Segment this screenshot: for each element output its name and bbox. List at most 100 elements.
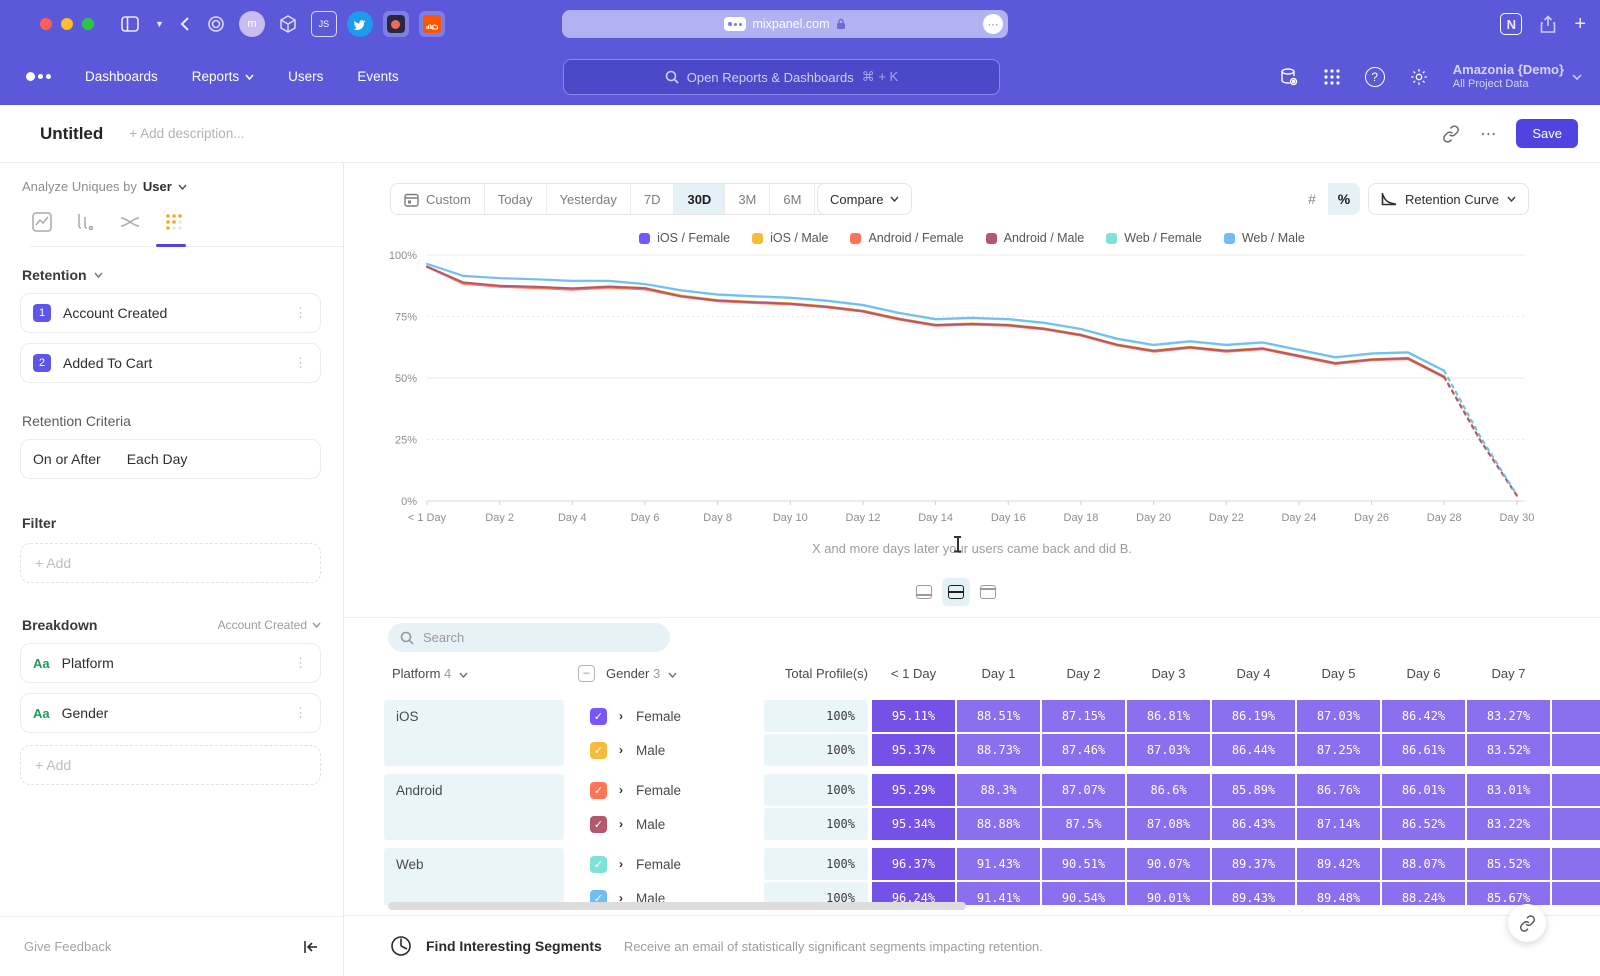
retention-cell[interactable]: 83.22% <box>1467 808 1550 840</box>
collapse-sidebar-icon[interactable] <box>303 940 319 954</box>
retention-curve-chart[interactable]: 0% 25% 50% 75% 100% < 1 Day Day 2 Day 4 Day 6 Day… <box>344 239 1600 539</box>
nav-users[interactable]: Users <box>288 69 324 84</box>
gender-cell[interactable]: ✓ › Female <box>590 848 681 880</box>
give-feedback-link[interactable]: Give Feedback <box>24 939 112 954</box>
platform-cell[interactable]: iOS <box>384 700 564 766</box>
retention-cell[interactable]: 90.54% <box>1042 882 1125 905</box>
sidebar-toggle-icon[interactable] <box>121 16 139 32</box>
compare-button[interactable]: Compare <box>817 183 913 215</box>
series-checkbox[interactable]: ✓ <box>590 855 607 873</box>
retention-cell[interactable]: 86.43% <box>1212 808 1295 840</box>
retention-cell[interactable]: 91.41% <box>957 882 1040 905</box>
gender-cell[interactable]: ✓ › Female <box>590 700 681 732</box>
tab-favicon-soundcloud[interactable] <box>418 11 445 37</box>
range-7d[interactable]: 7D <box>630 184 675 214</box>
day-column-header[interactable]: < 1 Day <box>890 666 937 681</box>
retention-cell[interactable]: 86.01% <box>1382 774 1465 806</box>
retention-criteria[interactable]: On or After Each Day <box>20 439 321 479</box>
series-checkbox[interactable]: ✓ <box>590 815 607 833</box>
nav-events[interactable]: Events <box>357 69 399 84</box>
day-column-header[interactable]: Day 1 <box>981 666 1016 681</box>
retention-cell[interactable]: 90.51% <box>1042 848 1125 880</box>
copy-link-icon[interactable] <box>1442 124 1460 143</box>
share-icon[interactable] <box>1540 14 1556 34</box>
retention-cell[interactable]: 88.88% <box>957 808 1040 840</box>
tab-favicon-m[interactable]: m <box>238 11 265 37</box>
breakdown-options-icon[interactable]: ⋮ <box>294 705 308 720</box>
retention-cell[interactable]: 87.25% <box>1297 734 1380 766</box>
retention-cell[interactable]: 87.46% <box>1042 734 1125 766</box>
legend-item[interactable]: Android / Male <box>985 231 1084 245</box>
breakdown-property-name[interactable]: Platform <box>61 655 114 671</box>
series-checkbox[interactable]: ✓ <box>590 741 607 759</box>
percent-toggle[interactable]: % <box>1328 183 1360 215</box>
criteria-each-day[interactable]: Each Day <box>126 451 188 467</box>
retention-cell[interactable]: 87.15% <box>1042 700 1125 732</box>
gender-cell[interactable]: ✓ › Male <box>590 882 665 905</box>
tab-favicon-cube[interactable] <box>275 11 301 37</box>
retention-cell[interactable]: 88.73% <box>957 734 1040 766</box>
retention-cell[interactable]: 86.81% <box>1127 700 1210 732</box>
retention-cell[interactable]: 96.24% <box>872 882 955 905</box>
legend-item[interactable]: Web / Male <box>1223 231 1305 245</box>
series-checkbox[interactable]: ✓ <box>590 781 607 799</box>
retention-step-1[interactable]: 1 Account Created ⋮ <box>20 293 321 333</box>
retention-step-2[interactable]: 2 Added To Cart ⋮ <box>20 343 321 383</box>
step-event-name[interactable]: Added To Cart <box>63 355 153 371</box>
retention-cell[interactable]: 87.03% <box>1127 734 1210 766</box>
series-checkbox[interactable]: ✓ <box>590 707 607 725</box>
close-window-button[interactable] <box>40 18 52 30</box>
global-search[interactable]: Open Reports & Dashboards ⌘ + K <box>563 59 1000 95</box>
expand-chevron-icon[interactable]: › <box>619 891 623 905</box>
breakdown-gender[interactable]: Aa Gender ⋮ <box>20 693 321 733</box>
range-custom[interactable]: Custom <box>391 184 485 214</box>
retention-cell[interactable]: 87.03% <box>1297 700 1380 732</box>
retention-cell[interactable]: 86.61% <box>1382 734 1465 766</box>
day-column-header[interactable]: Day 6 <box>1406 666 1441 681</box>
step-event-name[interactable]: Account Created <box>63 305 168 321</box>
tab-funnels[interactable] <box>74 210 98 234</box>
retention-cell[interactable]: 89.43% <box>1212 882 1295 905</box>
retention-cell[interactable]: 95.29% <box>872 774 955 806</box>
tab-favicon-app[interactable] <box>382 11 409 37</box>
tab-favicon-bird[interactable] <box>346 11 373 37</box>
retention-cell[interactable]: 91.43% <box>957 848 1040 880</box>
zoom-window-button[interactable] <box>82 18 94 30</box>
retention-cell[interactable]: 86.19% <box>1212 700 1295 732</box>
analyze-value[interactable]: User <box>142 179 172 194</box>
retention-cell[interactable]: 87.5% <box>1042 808 1125 840</box>
expand-chevron-icon[interactable]: › <box>619 857 623 871</box>
gender-cell[interactable]: ✓ › Male <box>590 808 665 840</box>
expand-chevron-icon[interactable]: › <box>619 743 623 757</box>
breakdown-property-name[interactable]: Gender <box>61 705 109 721</box>
retention-cell[interactable]: 86.52% <box>1382 808 1465 840</box>
legend-item[interactable]: iOS / Male <box>752 231 828 245</box>
table-search-input[interactable]: Search <box>388 623 670 652</box>
mixpanel-logo[interactable] <box>26 72 51 81</box>
day-column-header[interactable]: Day 4 <box>1236 666 1271 681</box>
help-icon[interactable]: ? <box>1364 66 1385 87</box>
retention-section-label[interactable]: Retention <box>22 267 87 283</box>
url-more-button[interactable]: ⋯ <box>983 14 1003 34</box>
retention-cell[interactable]: 89.42% <box>1297 848 1380 880</box>
step-options-icon[interactable]: ⋮ <box>294 355 308 370</box>
project-selector[interactable]: Amazonia {Demo} All Project Data <box>1453 62 1582 92</box>
retention-cell[interactable]: 89.37% <box>1212 848 1295 880</box>
platform-cell[interactable]: Web <box>384 848 564 905</box>
retention-cell[interactable]: 83.01% <box>1467 774 1550 806</box>
tab-flows[interactable] <box>118 210 142 234</box>
minimize-window-button[interactable] <box>61 18 73 30</box>
day-column-header[interactable]: Day 7 <box>1491 666 1526 681</box>
chart-only-view-button[interactable] <box>910 578 938 606</box>
breakdown-options-icon[interactable]: ⋮ <box>294 655 308 670</box>
retention-cell[interactable]: 85.67% <box>1467 882 1550 905</box>
apps-grid-icon[interactable] <box>1323 68 1341 86</box>
retention-cell[interactable]: 87.08% <box>1127 808 1210 840</box>
filter-add-button[interactable]: + Add <box>20 543 321 583</box>
gender-column-header[interactable]: Gender 3 <box>606 666 677 681</box>
day-column-header[interactable]: Day 5 <box>1321 666 1356 681</box>
horizontal-scrollbar[interactable] <box>388 902 966 910</box>
table-view-button[interactable] <box>974 578 1002 606</box>
breakdown-scope-select[interactable]: Account Created <box>218 618 321 632</box>
share-link-floating-button[interactable] <box>1508 904 1546 942</box>
